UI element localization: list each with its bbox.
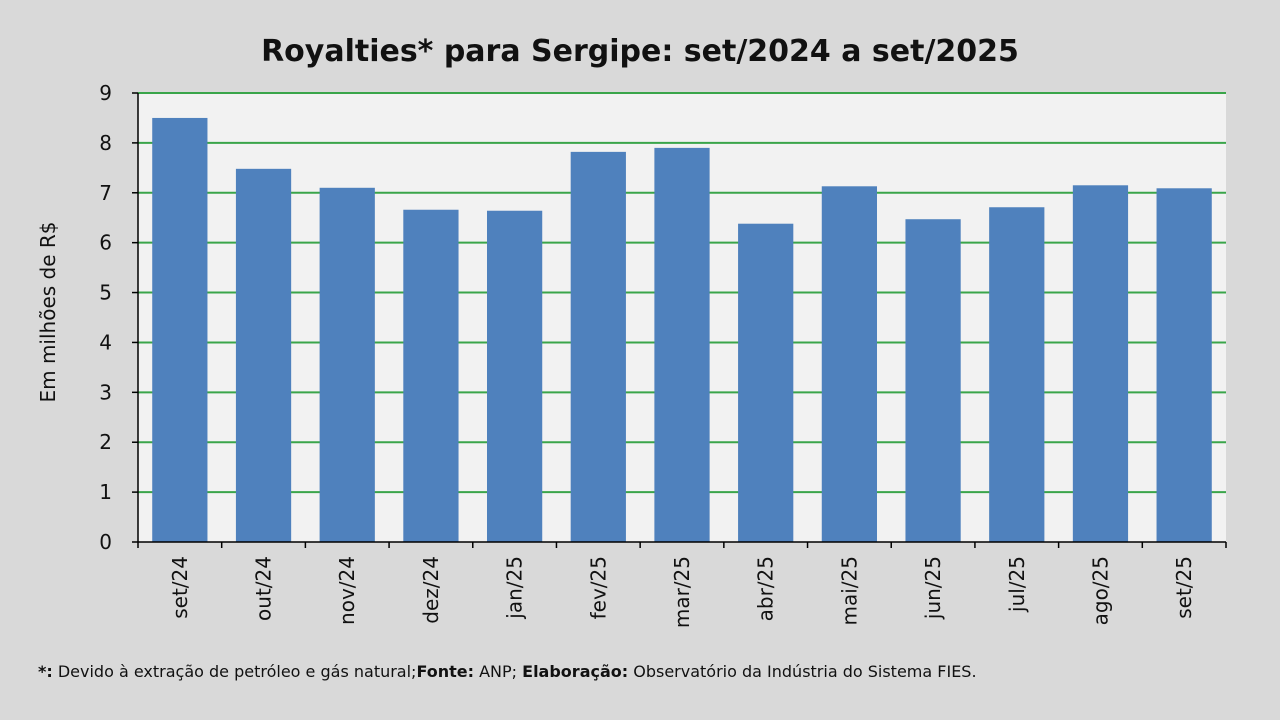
y-tick-label: 3 bbox=[99, 380, 112, 404]
x-tick-label: nov/24 bbox=[335, 556, 359, 625]
y-axis-label: Em milhões de R$ bbox=[36, 221, 60, 403]
footnote-elaboration-label: Elaboração: bbox=[522, 662, 629, 681]
x-tick-label: mai/25 bbox=[837, 556, 861, 625]
axes bbox=[132, 92, 1227, 548]
footnote-asterisk-label: *: bbox=[38, 662, 53, 681]
footnote-text-3: Observatório da Indústria do Sistema FIE… bbox=[628, 662, 977, 681]
y-tick-label: 1 bbox=[99, 480, 112, 504]
bar-jun-25 bbox=[905, 219, 961, 543]
x-tick-label: jun/25 bbox=[921, 556, 945, 620]
chart-title: Royalties* para Sergipe: set/2024 a set/… bbox=[261, 34, 1019, 69]
bar-set-24 bbox=[152, 117, 208, 542]
bar-jan-25 bbox=[486, 210, 543, 542]
bar-abr-25 bbox=[738, 223, 794, 542]
x-tick-label: dez/24 bbox=[419, 556, 443, 624]
bar-nov-24 bbox=[319, 187, 375, 543]
y-tick-label: 8 bbox=[99, 131, 112, 155]
footnote: *: Devido à extração de petróleo e gás n… bbox=[38, 662, 977, 681]
y-tick-label: 2 bbox=[99, 430, 112, 454]
footnote-source-label: Fonte: bbox=[416, 662, 475, 681]
x-tick-label: mar/25 bbox=[670, 556, 694, 628]
x-tick-label: set/25 bbox=[1172, 556, 1196, 619]
y-tick-label: 5 bbox=[99, 281, 112, 305]
bar-fev-25 bbox=[570, 151, 626, 542]
bar-mai-25 bbox=[821, 186, 878, 542]
y-tick-label: 7 bbox=[99, 181, 112, 205]
footnote-text-2: ANP; bbox=[474, 662, 523, 681]
x-tick-label: jul/25 bbox=[1005, 556, 1029, 613]
bar-mar-25 bbox=[654, 147, 710, 542]
x-tick-label: fev/25 bbox=[586, 556, 610, 619]
y-tick-label: 4 bbox=[99, 330, 112, 354]
bar-out-24 bbox=[235, 168, 292, 542]
bar-ago-25 bbox=[1072, 185, 1129, 543]
x-tick-label: out/24 bbox=[252, 556, 276, 621]
footnote-text-1: Devido à extração de petróleo e gás natu… bbox=[52, 662, 417, 681]
x-tick-label: jan/25 bbox=[503, 556, 527, 620]
bar-jul-25 bbox=[989, 207, 1045, 543]
x-tick-label: set/24 bbox=[168, 556, 192, 619]
x-tick-label: abr/25 bbox=[754, 556, 778, 621]
y-tick-label: 9 bbox=[99, 81, 112, 105]
y-tick-label: 0 bbox=[99, 530, 112, 554]
tick-labels: 0 1 2 3 4 5 6 7 8 9 set/24 out/24 nov/24 dez/24 jan/25… bbox=[99, 81, 1196, 628]
x-tick-label: ago/25 bbox=[1088, 556, 1112, 625]
bar-set-25 bbox=[1156, 188, 1212, 542]
bars bbox=[152, 117, 1212, 543]
y-tick-label: 6 bbox=[99, 231, 112, 255]
bar-dez-24 bbox=[403, 209, 459, 543]
